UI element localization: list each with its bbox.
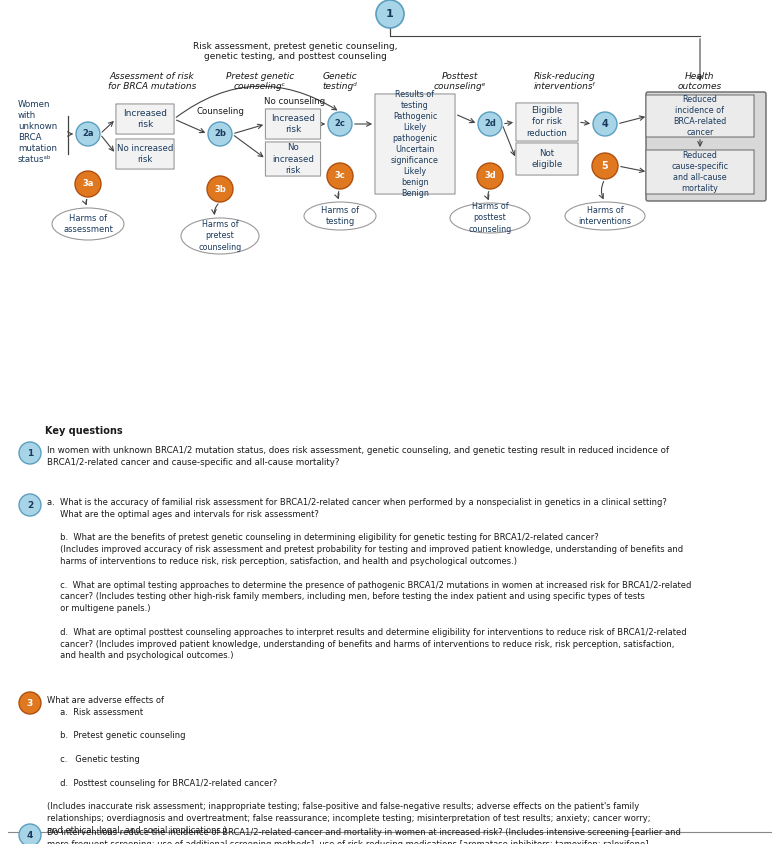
Ellipse shape bbox=[565, 202, 645, 230]
Text: 2: 2 bbox=[26, 500, 33, 510]
Text: Reduced
incidence of
BRCA-related
cancer: Reduced incidence of BRCA-related cancer bbox=[673, 95, 727, 137]
Text: No
increased
risk: No increased risk bbox=[272, 143, 314, 175]
Text: 3a: 3a bbox=[83, 180, 93, 188]
Text: 2d: 2d bbox=[484, 120, 496, 128]
Circle shape bbox=[19, 692, 41, 714]
FancyBboxPatch shape bbox=[646, 150, 754, 194]
Circle shape bbox=[593, 112, 617, 136]
FancyBboxPatch shape bbox=[266, 142, 320, 176]
Text: Harms of
posttest
counseling: Harms of posttest counseling bbox=[468, 203, 512, 234]
Text: Key questions: Key questions bbox=[45, 426, 122, 436]
FancyBboxPatch shape bbox=[266, 109, 320, 139]
Text: Eligible
for risk
reduction: Eligible for risk reduction bbox=[527, 106, 567, 138]
Ellipse shape bbox=[304, 202, 376, 230]
Text: Risk-reducing
interventionsᶠ: Risk-reducing interventionsᶠ bbox=[534, 72, 596, 91]
Text: 1: 1 bbox=[26, 448, 33, 457]
FancyBboxPatch shape bbox=[116, 104, 174, 134]
Text: 4: 4 bbox=[26, 830, 33, 840]
Text: Counseling: Counseling bbox=[196, 107, 244, 116]
Text: Results of
testing
Pathogenic
Likely
pathogenic
Uncertain
significance
Likely
be: Results of testing Pathogenic Likely pat… bbox=[391, 89, 439, 198]
Text: Risk assessment, pretest genetic counseling,
genetic testing, and posttest couns: Risk assessment, pretest genetic counsel… bbox=[192, 42, 397, 62]
Text: Pretest genetic
counselingᶜ: Pretest genetic counselingᶜ bbox=[226, 72, 294, 91]
Text: 3d: 3d bbox=[484, 171, 496, 181]
Circle shape bbox=[207, 176, 233, 202]
Text: a.  What is the accuracy of familial risk assessment for BRCA1/2-related cancer : a. What is the accuracy of familial risk… bbox=[47, 498, 692, 660]
Text: No counseling: No counseling bbox=[264, 97, 326, 106]
Circle shape bbox=[477, 163, 503, 189]
Text: 4: 4 bbox=[601, 119, 608, 129]
Circle shape bbox=[76, 122, 100, 146]
Circle shape bbox=[19, 824, 41, 844]
Ellipse shape bbox=[181, 218, 259, 254]
Circle shape bbox=[592, 153, 618, 179]
Text: Harms of
testing: Harms of testing bbox=[321, 206, 359, 226]
Text: 1: 1 bbox=[386, 9, 394, 19]
Text: 3: 3 bbox=[26, 699, 33, 707]
Text: Assessment of risk
for BRCA mutations: Assessment of risk for BRCA mutations bbox=[108, 72, 196, 91]
FancyBboxPatch shape bbox=[516, 103, 578, 141]
Circle shape bbox=[327, 163, 353, 189]
Text: 2b: 2b bbox=[214, 129, 226, 138]
Text: No increased
risk: No increased risk bbox=[117, 144, 173, 164]
Text: 3c: 3c bbox=[335, 171, 345, 181]
FancyBboxPatch shape bbox=[646, 95, 754, 137]
Text: In women with unknown BRCA1/2 mutation status, does risk assessment, genetic cou: In women with unknown BRCA1/2 mutation s… bbox=[47, 446, 669, 467]
Circle shape bbox=[328, 112, 352, 136]
Circle shape bbox=[478, 112, 502, 136]
Text: Harms of
assessment: Harms of assessment bbox=[63, 214, 113, 234]
Text: Harms of
pretest
counseling: Harms of pretest counseling bbox=[199, 220, 241, 252]
Ellipse shape bbox=[52, 208, 124, 240]
Text: 3b: 3b bbox=[214, 185, 226, 193]
Circle shape bbox=[75, 171, 101, 197]
Ellipse shape bbox=[450, 203, 530, 233]
Text: Reduced
cause-specific
and all-cause
mortality: Reduced cause-specific and all-cause mor… bbox=[671, 151, 728, 193]
Text: Health
outcomes: Health outcomes bbox=[678, 72, 722, 91]
Text: Increased
risk: Increased risk bbox=[271, 114, 315, 134]
FancyBboxPatch shape bbox=[375, 94, 455, 194]
Text: What are adverse effects of
     a.  Risk assessment

     b.  Pretest genetic c: What are adverse effects of a. Risk asse… bbox=[47, 696, 650, 835]
Text: 2a: 2a bbox=[83, 129, 93, 138]
FancyBboxPatch shape bbox=[646, 92, 766, 201]
Text: 5: 5 bbox=[601, 161, 608, 171]
Text: Increased
risk: Increased risk bbox=[123, 109, 167, 129]
Text: Harms of
interventions: Harms of interventions bbox=[579, 206, 632, 226]
Circle shape bbox=[19, 442, 41, 464]
Circle shape bbox=[208, 122, 232, 146]
Circle shape bbox=[376, 0, 404, 28]
Text: Posttest
counselingᵉ: Posttest counselingᵉ bbox=[434, 72, 486, 91]
Text: 2c: 2c bbox=[334, 120, 345, 128]
Text: Women
with
unknown
BRCA
mutation
statusᵃᵇ: Women with unknown BRCA mutation statusᵃ… bbox=[18, 100, 57, 165]
Text: Genetic
testingᵈ: Genetic testingᵈ bbox=[323, 72, 358, 91]
Text: Not
eligible: Not eligible bbox=[531, 149, 562, 169]
Circle shape bbox=[19, 494, 41, 516]
Text: Do interventions reduce the incidence of BRCA1/2-related cancer and mortality in: Do interventions reduce the incidence of… bbox=[47, 828, 681, 844]
FancyBboxPatch shape bbox=[516, 143, 578, 175]
FancyBboxPatch shape bbox=[116, 139, 174, 169]
